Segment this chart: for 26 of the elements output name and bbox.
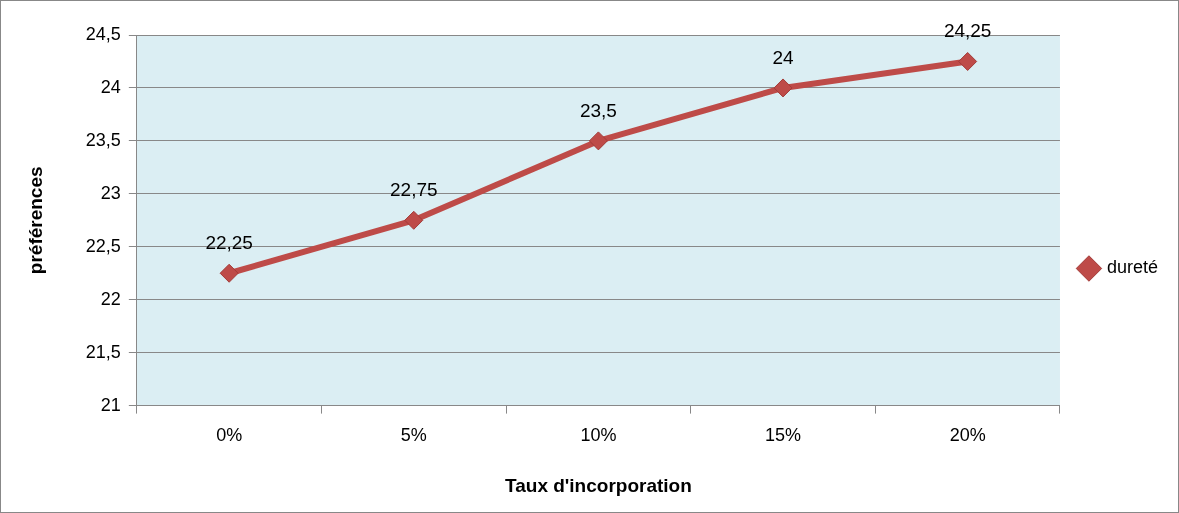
x-tick-label: 15% xyxy=(765,425,802,446)
point xyxy=(773,78,793,98)
point xyxy=(588,131,608,151)
data-label: 24 xyxy=(772,46,795,68)
legend-label: dureté xyxy=(1106,257,1159,278)
y-tick-label: 23 xyxy=(100,182,121,203)
y-axis-title: préférences xyxy=(24,166,46,275)
point xyxy=(219,263,239,283)
x-axis-title: Taux d'incorporation xyxy=(505,474,692,496)
x-tick-label: 10% xyxy=(580,425,617,446)
data-label: 24,25 xyxy=(943,20,992,42)
y-tick-label: 23,5 xyxy=(85,129,121,150)
x-tick-label: 20% xyxy=(949,425,986,446)
point xyxy=(404,210,424,230)
data-label: 23,5 xyxy=(579,99,617,121)
data-label: 22,75 xyxy=(390,179,438,201)
y-tick-label: 21,5 xyxy=(85,341,121,362)
y-tick-label: 22,5 xyxy=(85,235,121,256)
x-tick-label: 0% xyxy=(216,425,243,446)
point xyxy=(958,51,978,71)
y-tick-label: 24 xyxy=(100,76,121,97)
data-label: 22,25 xyxy=(205,231,253,253)
y-tick-label: 21 xyxy=(100,394,121,415)
y-tick-label: 22 xyxy=(100,288,121,309)
x-tick-label: 5% xyxy=(400,425,427,446)
y-tick-label: 24,5 xyxy=(85,23,121,44)
